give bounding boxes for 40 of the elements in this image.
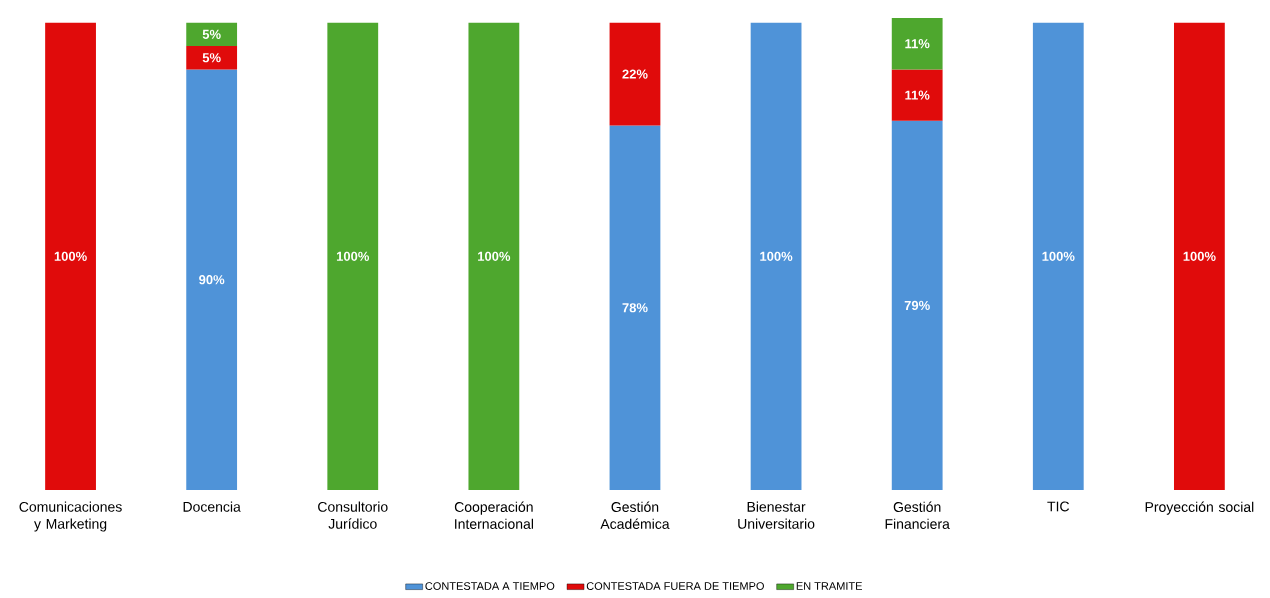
bar — [891, 69, 943, 121]
bar — [186, 22, 238, 47]
data-label: 100% — [336, 251, 370, 261]
bar — [891, 120, 943, 490]
data-label: 90% — [199, 275, 225, 285]
x-tick-label: Docencia — [183, 501, 241, 512]
data-label: 11% — [905, 90, 930, 100]
x-tick-label: Gestión Académica — [600, 501, 670, 529]
data-label: 78% — [622, 303, 648, 313]
bar — [891, 17, 943, 70]
data-label: 100% — [760, 251, 793, 261]
data-label: 100% — [1183, 251, 1216, 261]
x-tick-label: Consultorio Jurídico — [318, 501, 388, 529]
bar — [1032, 22, 1084, 490]
x-tick-label: Cooperación Internacional — [454, 501, 533, 529]
bar — [186, 69, 238, 490]
x-tick-label: Comunicaciones y Marketing — [19, 501, 122, 532]
data-label: 11% — [905, 39, 930, 49]
data-label: 5% — [202, 29, 221, 39]
bar — [609, 125, 661, 490]
data-label: 5% — [202, 53, 221, 63]
bar — [327, 22, 379, 490]
bar — [609, 22, 661, 126]
bar — [1173, 22, 1225, 490]
data-label: 79% — [904, 300, 930, 310]
x-tick-label: Bienestar Universitario — [738, 501, 815, 529]
x-tick-label: TIC — [1047, 501, 1070, 512]
bar — [468, 22, 520, 490]
bar — [750, 22, 802, 490]
bar — [186, 46, 238, 70]
data-label: 22% — [622, 69, 648, 79]
legend-label: CONTESTADA A TIEMPO — [425, 582, 555, 590]
x-tick-label: Gestión Financiera — [885, 501, 950, 529]
legend-label: CONTESTADA FUERA DE TIEMPO — [586, 582, 764, 590]
x-tick-label: Proyección social — [1145, 501, 1254, 515]
data-label: 100% — [478, 251, 511, 261]
data-label: 100% — [1042, 251, 1075, 261]
bar — [45, 22, 96, 490]
legend-label: EN TRAMITE — [796, 582, 862, 590]
data-label: 100% — [54, 251, 87, 261]
